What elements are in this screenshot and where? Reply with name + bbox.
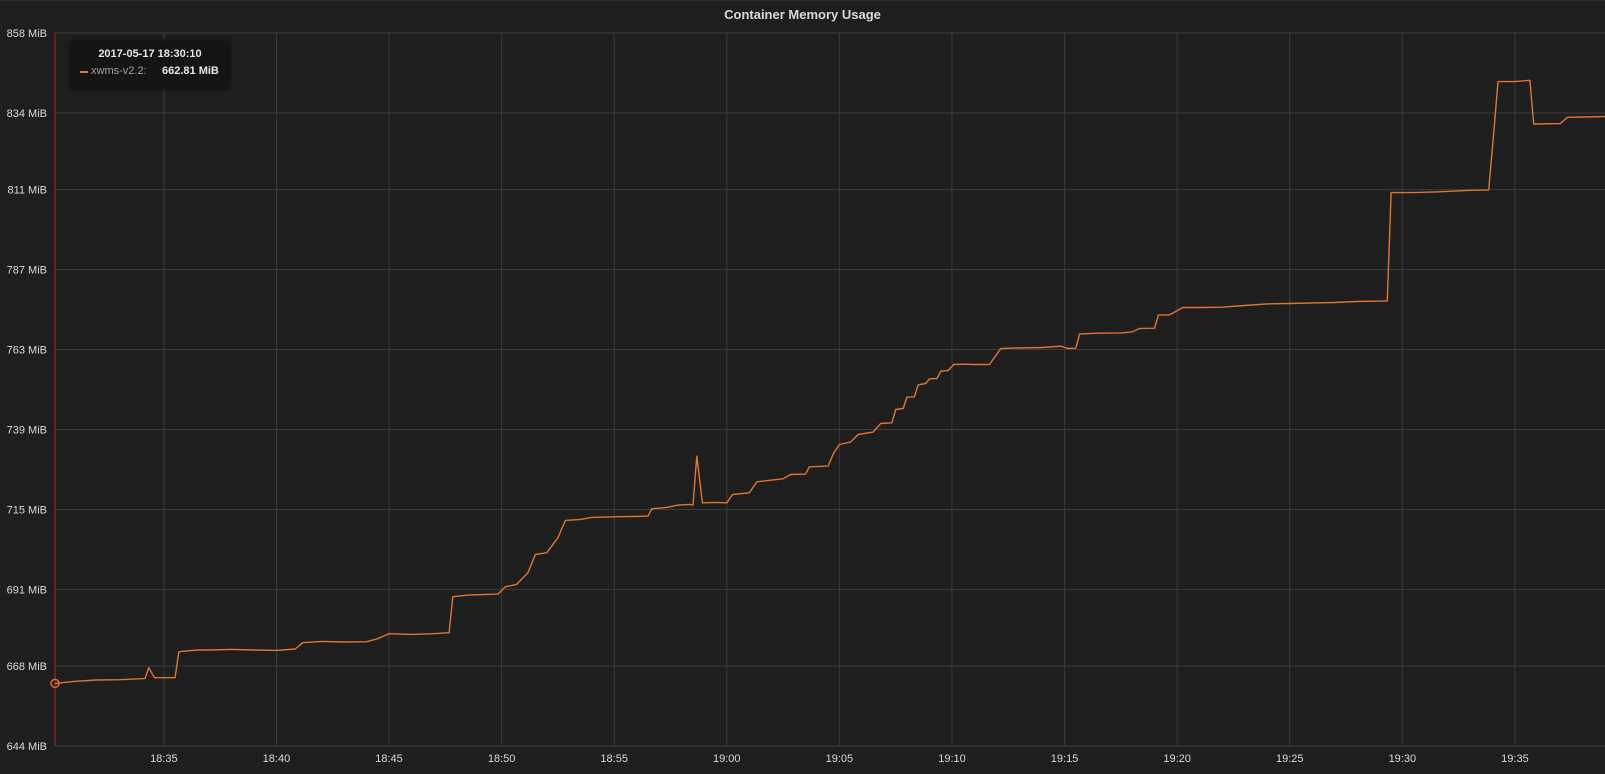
- x-tick-label: 19:35: [1501, 753, 1529, 765]
- y-tick-label: 668 MiB: [7, 661, 47, 673]
- x-tick-label: 19:20: [1163, 753, 1191, 765]
- hover-point-marker: [50, 678, 60, 689]
- x-axis: 18:35 18:40 18:45 18:50 18:55 19:00 19:05 19:10…: [150, 753, 1529, 765]
- y-tick-label: 834 MiB: [7, 108, 47, 120]
- y-tick-label: 763 MiB: [7, 345, 47, 357]
- x-tick-label: 19:10: [938, 753, 966, 765]
- x-tick-label: 19:15: [1051, 753, 1079, 765]
- x-tick-label: 18:50: [488, 753, 516, 765]
- y-tick-label: 787 MiB: [7, 265, 47, 277]
- x-tick-label: 18:55: [600, 753, 628, 765]
- series-layer: [50, 79, 1605, 689]
- x-tick-label: 18:45: [375, 753, 403, 765]
- tooltip-series-swatch: [80, 71, 88, 73]
- tooltip-value: 662.81 MiB: [162, 65, 219, 77]
- x-tick-label: 19:05: [826, 753, 854, 765]
- y-tick-label: 811 MiB: [7, 185, 47, 197]
- grid-lines: [54, 32, 1605, 747]
- hover-tooltip: 2017-05-17 18:30:10 xwms-v2.2: 662.81 Mi…: [70, 41, 230, 89]
- y-tick-label: 858 MiB: [7, 28, 47, 40]
- x-tick-label: 19:30: [1389, 753, 1417, 765]
- y-tick-label: 691 MiB: [7, 584, 47, 596]
- y-tick-label: 715 MiB: [7, 504, 47, 516]
- y-tick-label: 739 MiB: [7, 424, 47, 436]
- x-tick-label: 19:00: [713, 753, 741, 765]
- x-tick-label: 18:40: [263, 753, 291, 765]
- series-line-xwms-v2.2: [54, 79, 1605, 685]
- x-tick-label: 18:35: [150, 753, 178, 765]
- y-axis: 644 MiB 668 MiB 691 MiB 715 MiB 739 MiB 763 M…: [7, 28, 47, 753]
- panel-title[interactable]: Container Memory Usage: [724, 7, 881, 22]
- tooltip-timestamp: 2017-05-17 18:30:10: [98, 48, 202, 60]
- y-tick-label: 644 MiB: [7, 741, 47, 753]
- tooltip-series-label: xwms-v2.2:: [91, 65, 147, 77]
- x-tick-label: 19:25: [1276, 753, 1304, 765]
